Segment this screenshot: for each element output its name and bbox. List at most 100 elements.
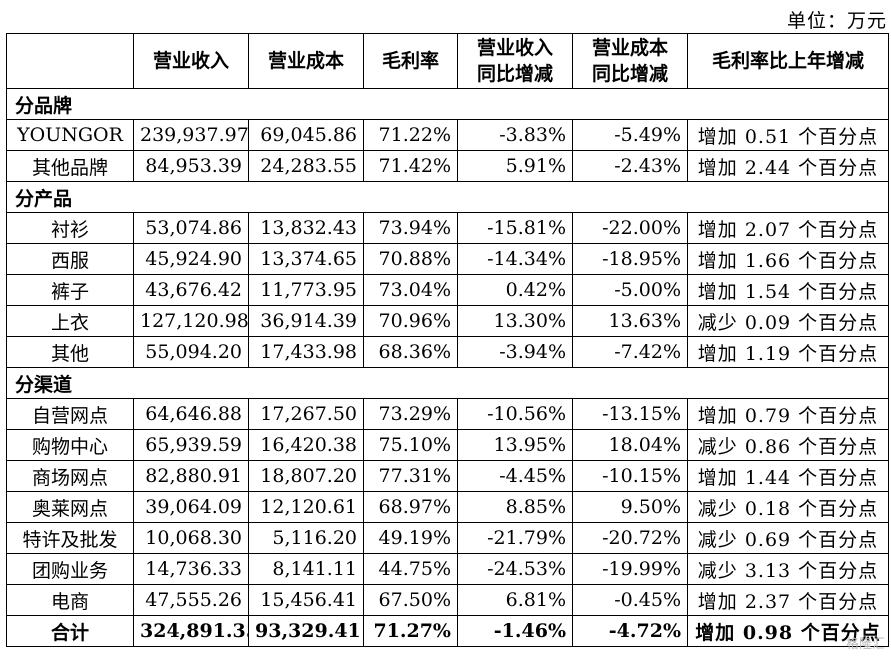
header-row: 营业收入 营业成本 毛利率 营业收入 同比增减 营业成本 同比增减 毛利率比上年增减 — [6, 33, 889, 89]
table-cell: 0.42% — [457, 274, 573, 306]
table-cell: -0.45% — [572, 584, 688, 616]
header-margin: 毛利率 — [363, 33, 458, 89]
table-cell: 18,807.20 — [248, 460, 364, 492]
row-label: 衬衫 — [6, 212, 134, 244]
table-cell: 13,832.43 — [248, 212, 364, 244]
header-revenue-yoy: 营业收入 同比增减 — [457, 33, 573, 89]
total-row: 合计 324,891.35 93,329.41 71.27% -1.46% -4.72% 增… — [6, 615, 889, 647]
table-cell: 减少 0.86 个百分点 — [687, 429, 889, 461]
row-label: 其他 — [6, 336, 134, 368]
table-cell: -15.81% — [457, 212, 573, 244]
table-cell: -7.42% — [572, 336, 688, 368]
table-cell: 增加 1.54 个百分点 — [687, 274, 889, 306]
table-cell: -4.45% — [457, 460, 573, 492]
section-label: 分品牌 — [6, 88, 889, 120]
table-cell: 11,773.95 — [248, 274, 364, 306]
table-cell: 39,064.09 — [133, 491, 249, 523]
row-label: 团购业务 — [6, 553, 134, 585]
row-label: 裤子 — [6, 274, 134, 306]
row-label: 西服 — [6, 243, 134, 275]
section-row: 分品牌 — [6, 88, 889, 120]
table-cell: 8.85% — [457, 491, 573, 523]
section-label: 分渠道 — [6, 367, 889, 399]
header-revenue: 营业收入 — [133, 33, 249, 89]
table-cell: 75.10% — [363, 429, 458, 461]
table-cell: 增加 1.19 个百分点 — [687, 336, 889, 368]
table-cell: 127,120.98 — [133, 305, 249, 337]
table-cell: 55,094.20 — [133, 336, 249, 368]
table-cell: 13.30% — [457, 305, 573, 337]
table-cell: 增加 0.98 个百分点 — [687, 615, 889, 647]
table-cell: 17,433.98 — [248, 336, 364, 368]
table-cell: 67.50% — [363, 584, 458, 616]
table-cell: 18.04% — [572, 429, 688, 461]
header-cost: 营业成本 — [248, 33, 364, 89]
table-cell: 64,646.88 — [133, 398, 249, 430]
row-label: 商场网点 — [6, 460, 134, 492]
table-cell: -3.83% — [457, 119, 573, 151]
table-cell: 6.81% — [457, 584, 573, 616]
table-cell: 84,953.39 — [133, 150, 249, 182]
table-cell: 77.31% — [363, 460, 458, 492]
table-cell: 增加 1.66 个百分点 — [687, 243, 889, 275]
table-cell: -20.72% — [572, 522, 688, 554]
table-cell: 12,120.61 — [248, 491, 364, 523]
table-cell: 239,937.97 — [133, 119, 249, 151]
row-label: 购物中心 — [6, 429, 134, 461]
table-cell: 93,329.41 — [248, 615, 364, 647]
table-row: 奥莱网点 39,064.09 12,120.61 68.97% 8.85% 9.50% 减少… — [6, 491, 889, 523]
row-label: 合计 — [6, 615, 134, 647]
table-cell: -5.49% — [572, 119, 688, 151]
row-label: 上衣 — [6, 305, 134, 337]
table-cell: -14.34% — [457, 243, 573, 275]
watermark: 格隆汇 — [845, 637, 885, 652]
table-cell: 71.42% — [363, 150, 458, 182]
table-row: 其他 55,094.20 17,433.98 68.36% -3.94% -7.42% 增加… — [6, 336, 889, 368]
table-row: 衬衫 53,074.86 13,832.43 73.94% -15.81% -22.00%… — [6, 212, 889, 244]
table-cell: -4.72% — [572, 615, 688, 647]
gross-margin-table: 营业收入 营业成本 毛利率 营业收入 同比增减 营业成本 同比增减 毛利率比上年增减… — [6, 33, 889, 647]
table-cell: 49.19% — [363, 522, 458, 554]
table-cell: 47,555.26 — [133, 584, 249, 616]
table-cell: 15,456.41 — [248, 584, 364, 616]
table-cell: -18.95% — [572, 243, 688, 275]
table-row: 自营网点 64,646.88 17,267.50 73.29% -10.56% -13.1… — [6, 398, 889, 430]
table-cell: 8,141.11 — [248, 553, 364, 585]
table-cell: 70.96% — [363, 305, 458, 337]
table-cell: 增加 0.51 个百分点 — [687, 119, 889, 151]
table-cell: -24.53% — [457, 553, 573, 585]
table-cell: 44.75% — [363, 553, 458, 585]
table-cell: 减少 0.09 个百分点 — [687, 305, 889, 337]
row-label: YOUNGOR — [6, 119, 134, 151]
table-cell: 69,045.86 — [248, 119, 364, 151]
table-cell: 16,420.38 — [248, 429, 364, 461]
table-cell: -13.15% — [572, 398, 688, 430]
table-cell: 45,924.90 — [133, 243, 249, 275]
header-margin-change: 毛利率比上年增减 — [687, 33, 889, 89]
table-cell: 43,676.42 — [133, 274, 249, 306]
table-body: 分品牌 YOUNGOR 239,937.97 69,045.86 71.22% -3.83… — [6, 88, 889, 647]
section-label: 分产品 — [6, 181, 889, 213]
header-cost-yoy: 营业成本 同比增减 — [572, 33, 688, 89]
table-row: 其他品牌 84,953.39 24,283.55 71.42% 5.91% -2.43% 增… — [6, 150, 889, 182]
table-cell: 减少 0.69 个百分点 — [687, 522, 889, 554]
table-cell: 17,267.50 — [248, 398, 364, 430]
table-cell: 324,891.35 — [133, 615, 249, 647]
table-row: 特许及批发 10,068.30 5,116.20 49.19% -21.79% -20.7… — [6, 522, 889, 554]
table-cell: -10.15% — [572, 460, 688, 492]
table-cell: -5.00% — [572, 274, 688, 306]
table-cell: -19.99% — [572, 553, 688, 585]
table-cell: -3.94% — [457, 336, 573, 368]
table-row: 商场网点 82,880.91 18,807.20 77.31% -4.45% -10.15… — [6, 460, 889, 492]
table-cell: 5,116.20 — [248, 522, 364, 554]
table-cell: 82,880.91 — [133, 460, 249, 492]
table-cell: 增加 2.07 个百分点 — [687, 212, 889, 244]
table-cell: -21.79% — [457, 522, 573, 554]
table-cell: 减少 3.13 个百分点 — [687, 553, 889, 585]
table-cell: 减少 0.18 个百分点 — [687, 491, 889, 523]
table-cell: -1.46% — [457, 615, 573, 647]
row-label: 其他品牌 — [6, 150, 134, 182]
table-cell: 5.91% — [457, 150, 573, 182]
table-cell: 73.29% — [363, 398, 458, 430]
table-cell: 增加 2.44 个百分点 — [687, 150, 889, 182]
